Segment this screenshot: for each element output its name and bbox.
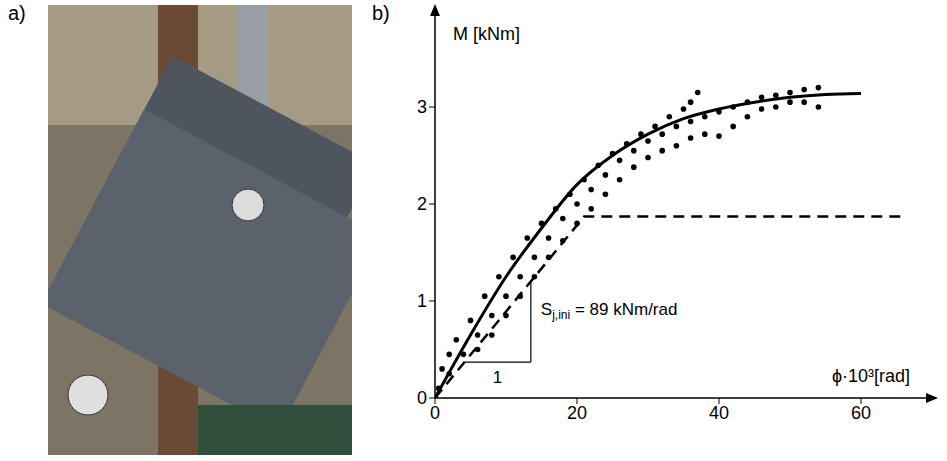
svg-text:1: 1	[417, 291, 427, 311]
svg-text:60: 60	[851, 403, 871, 423]
html-text:1: 1	[492, 368, 503, 388]
html-text:a): a)	[8, 2, 26, 24]
svg-text:0: 0	[417, 388, 427, 408]
svg-text:20: 20	[567, 403, 587, 423]
svg-text:0: 0	[430, 403, 440, 423]
html-text:ϕ·10³[rad]: ϕ·10³[rad]	[832, 366, 911, 386]
svg-text:40: 40	[709, 403, 729, 423]
html-text:M [kNm]: M [kNm]	[453, 24, 520, 44]
svg-text:3: 3	[417, 97, 427, 117]
svg-text:2: 2	[417, 194, 427, 214]
html-text:b): b)	[372, 2, 390, 24]
html-text:Sj,ini= 89 kNm/rad: Sj,ini= 89 kNm/rad	[540, 299, 678, 322]
